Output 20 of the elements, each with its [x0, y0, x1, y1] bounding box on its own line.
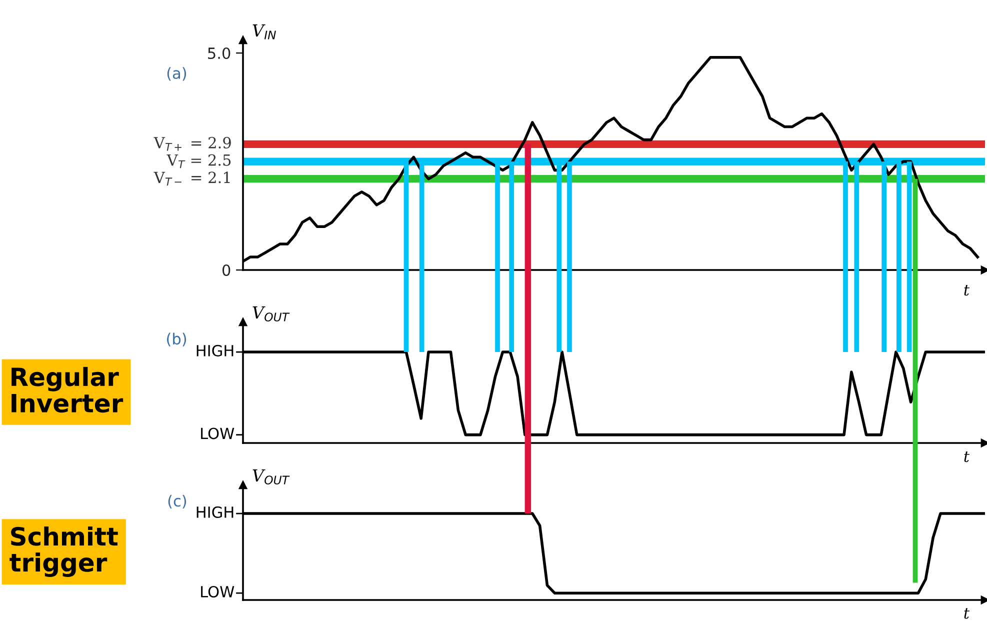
ref-line-label: V$_{T+}$ = 2.9 [154, 136, 231, 151]
ref-line-label: V$_{T}$ = 2.5 [166, 154, 231, 168]
y-tick-label: 0 [222, 264, 230, 276]
y-tick-label: 5.0 [208, 47, 230, 60]
y-axis-title: V$_{OUT}$ [252, 306, 290, 322]
y-axis-title: V$_{IN}$ [252, 24, 276, 40]
chart-title: (c) [168, 494, 186, 508]
text: HIGH [196, 344, 234, 356]
x-axis-title: t [964, 608, 970, 619]
text: (a) [167, 67, 186, 81]
x-axis-title: t [964, 285, 970, 296]
x-axis-title: t [964, 451, 970, 462]
text: Schmitt trigger [10, 526, 118, 577]
text: LOW [201, 586, 234, 598]
y-axis-title: V$_{OUT}$ [252, 469, 290, 484]
text: HIGH [196, 506, 234, 518]
text: Regular Inverter [12, 366, 124, 413]
ref-line-label: V$_{T−}$ = 2.1 [154, 172, 230, 186]
chart-title: (b) [167, 332, 186, 346]
text: LOW [201, 428, 234, 440]
